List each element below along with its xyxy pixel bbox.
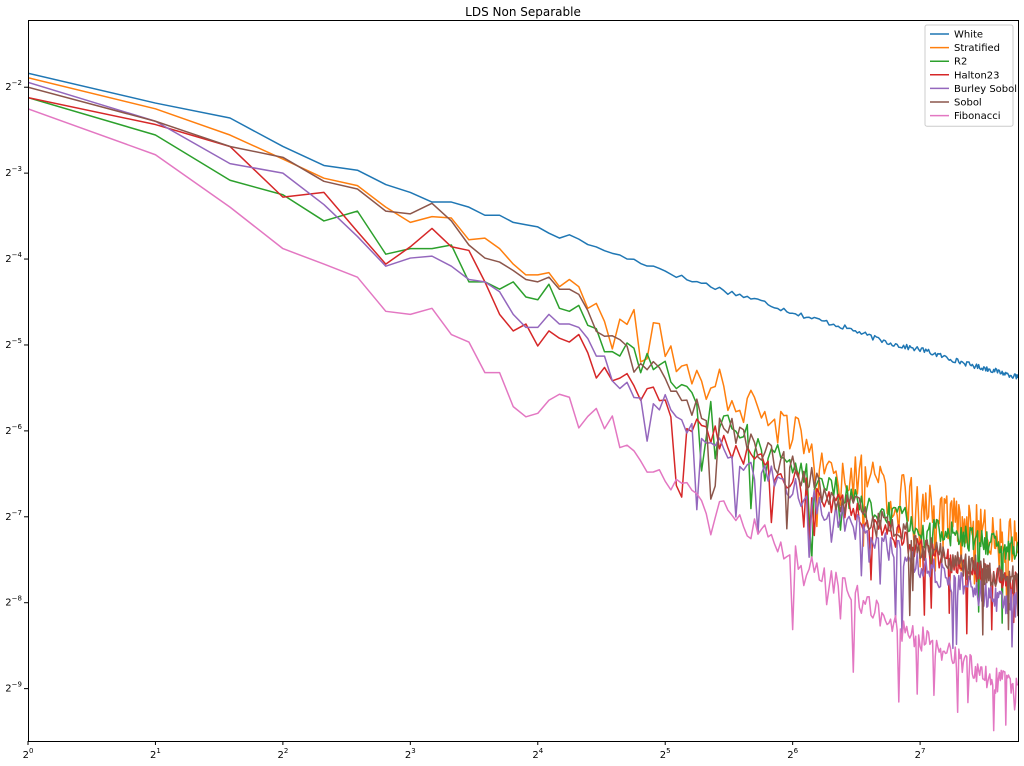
plot-frame — [28, 20, 1019, 742]
y-tick-label: 2−3 — [5, 165, 22, 179]
x-tick-label: 20 — [23, 747, 34, 761]
y-tick-label: 2−8 — [5, 595, 22, 609]
y-tick-label: 2−5 — [5, 337, 22, 351]
x-axis: 20 21 22 23 24 25 26 27 — [23, 741, 926, 761]
series-line-white — [28, 72, 1018, 380]
x-tick-label: 25 — [660, 747, 671, 761]
y-tick-label: 2−7 — [5, 509, 22, 523]
x-tick-label: 26 — [787, 747, 798, 761]
series-line-r2 — [28, 96, 1018, 624]
chart-title: LDS Non Separable — [465, 5, 581, 19]
legend-label: Stratified — [954, 43, 1000, 54]
legend-label: Burley Sobol — [954, 84, 1017, 95]
legend-label: Fibonacci — [954, 111, 1001, 122]
legend-label: White — [954, 30, 983, 41]
x-tick-label: 27 — [915, 747, 926, 761]
series-line-stratified — [28, 76, 1018, 611]
y-tick-label: 2−2 — [5, 79, 22, 93]
y-tick-label: 2−9 — [5, 681, 22, 695]
series-line-fibonacci — [28, 108, 1018, 732]
y-axis: 2−2 2−3 2−4 2−5 2−6 2−7 2−8 2−9 — [5, 79, 28, 695]
legend-label: R2 — [954, 57, 967, 68]
legend-label: Sobol — [954, 98, 982, 109]
legend-box — [924, 24, 1014, 127]
y-tick-label: 2−6 — [5, 423, 22, 437]
x-tick-label: 21 — [150, 747, 161, 761]
series-line-sobol — [28, 86, 1018, 636]
series-line-burley-sobol — [28, 81, 1018, 650]
y-tick-label: 2−4 — [5, 251, 22, 265]
series-layer — [28, 72, 1018, 732]
x-tick-label: 23 — [405, 747, 416, 761]
x-tick-label: 24 — [532, 747, 543, 761]
x-tick-label: 22 — [277, 747, 288, 761]
legend: White Stratified R2 Halton23 Burley Sobol Sob… — [924, 24, 1017, 127]
legend-label: Halton23 — [954, 70, 1000, 81]
